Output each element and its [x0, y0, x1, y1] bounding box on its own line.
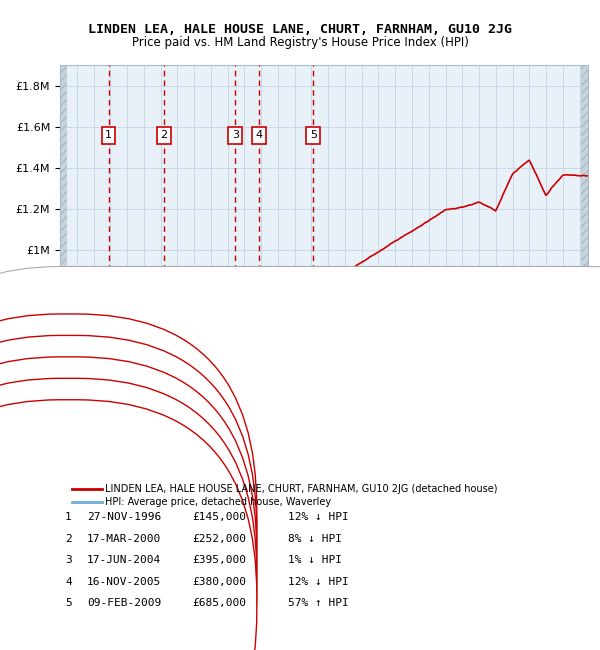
Bar: [581, 65, 588, 455]
Text: 57% ↑ HPI: 57% ↑ HPI: [288, 598, 349, 608]
Text: 1% ↓ HPI: 1% ↓ HPI: [288, 555, 342, 566]
Text: 3: 3: [232, 130, 239, 140]
Text: 2: 2: [161, 130, 167, 140]
Text: 17-MAR-2000: 17-MAR-2000: [87, 534, 161, 544]
Text: 4: 4: [65, 577, 72, 587]
Text: Price paid vs. HM Land Registry's House Price Index (HPI): Price paid vs. HM Land Registry's House …: [131, 36, 469, 49]
Text: 1: 1: [105, 130, 112, 140]
Text: £252,000: £252,000: [192, 534, 246, 544]
Text: Contains HM Land Registry data © Crown copyright and database right 2024.: Contains HM Land Registry data © Crown c…: [60, 629, 412, 638]
Text: HPI: Average price, detached house, Waverley: HPI: Average price, detached house, Wave…: [105, 497, 331, 507]
Text: 1: 1: [65, 512, 72, 523]
Text: 09-FEB-2009: 09-FEB-2009: [87, 598, 161, 608]
Text: 12% ↓ HPI: 12% ↓ HPI: [288, 512, 349, 523]
Bar: [60, 65, 67, 455]
Text: This data is licensed under the Open Government Licence v3.0.: This data is licensed under the Open Gov…: [60, 644, 349, 650]
Text: 27-NOV-1996: 27-NOV-1996: [87, 512, 161, 523]
Text: 17-JUN-2004: 17-JUN-2004: [87, 555, 161, 566]
Text: 16-NOV-2005: 16-NOV-2005: [87, 577, 161, 587]
Text: 2: 2: [65, 534, 72, 544]
Text: 3: 3: [65, 555, 72, 566]
Text: £685,000: £685,000: [192, 598, 246, 608]
Text: £380,000: £380,000: [192, 577, 246, 587]
Text: £395,000: £395,000: [192, 555, 246, 566]
Text: LINDEN LEA, HALE HOUSE LANE, CHURT, FARNHAM, GU10 2JG (detached house): LINDEN LEA, HALE HOUSE LANE, CHURT, FARN…: [105, 484, 497, 494]
Text: 5: 5: [65, 598, 72, 608]
Text: 8% ↓ HPI: 8% ↓ HPI: [288, 534, 342, 544]
Bar: [60, 65, 67, 455]
Text: 4: 4: [256, 130, 263, 140]
Bar: [581, 65, 588, 455]
Text: LINDEN LEA, HALE HOUSE LANE, CHURT, FARNHAM, GU10 2JG: LINDEN LEA, HALE HOUSE LANE, CHURT, FARN…: [88, 23, 512, 36]
Text: 12% ↓ HPI: 12% ↓ HPI: [288, 577, 349, 587]
Text: 5: 5: [310, 130, 317, 140]
Text: £145,000: £145,000: [192, 512, 246, 523]
